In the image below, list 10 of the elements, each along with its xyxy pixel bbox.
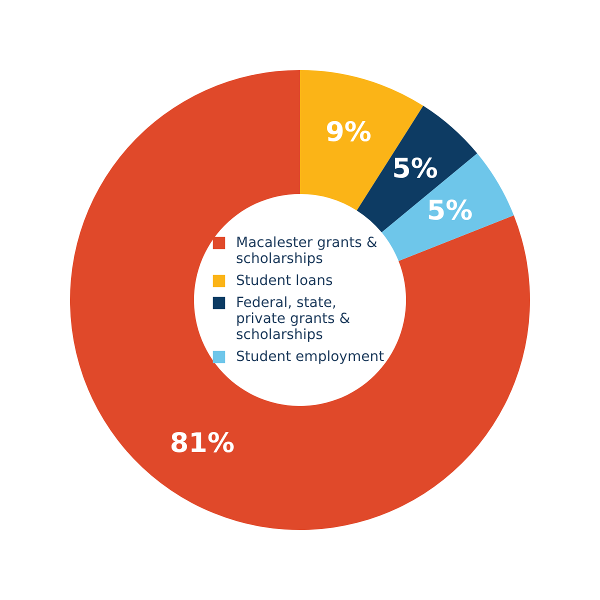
data-label: 5% [426,195,473,226]
data-label: 9% [326,116,372,148]
donut-slice [382,153,514,261]
legend-label: Student employment [236,349,385,365]
data-label: 81% [170,428,235,459]
data-label: 5% [392,153,438,184]
legend-label: Macalester grants & scholarships [236,235,378,267]
legend-label: Student loans [236,273,333,289]
legend-label: Federal, state, private grants & scholarships [236,295,350,343]
donut-slice [70,70,530,530]
